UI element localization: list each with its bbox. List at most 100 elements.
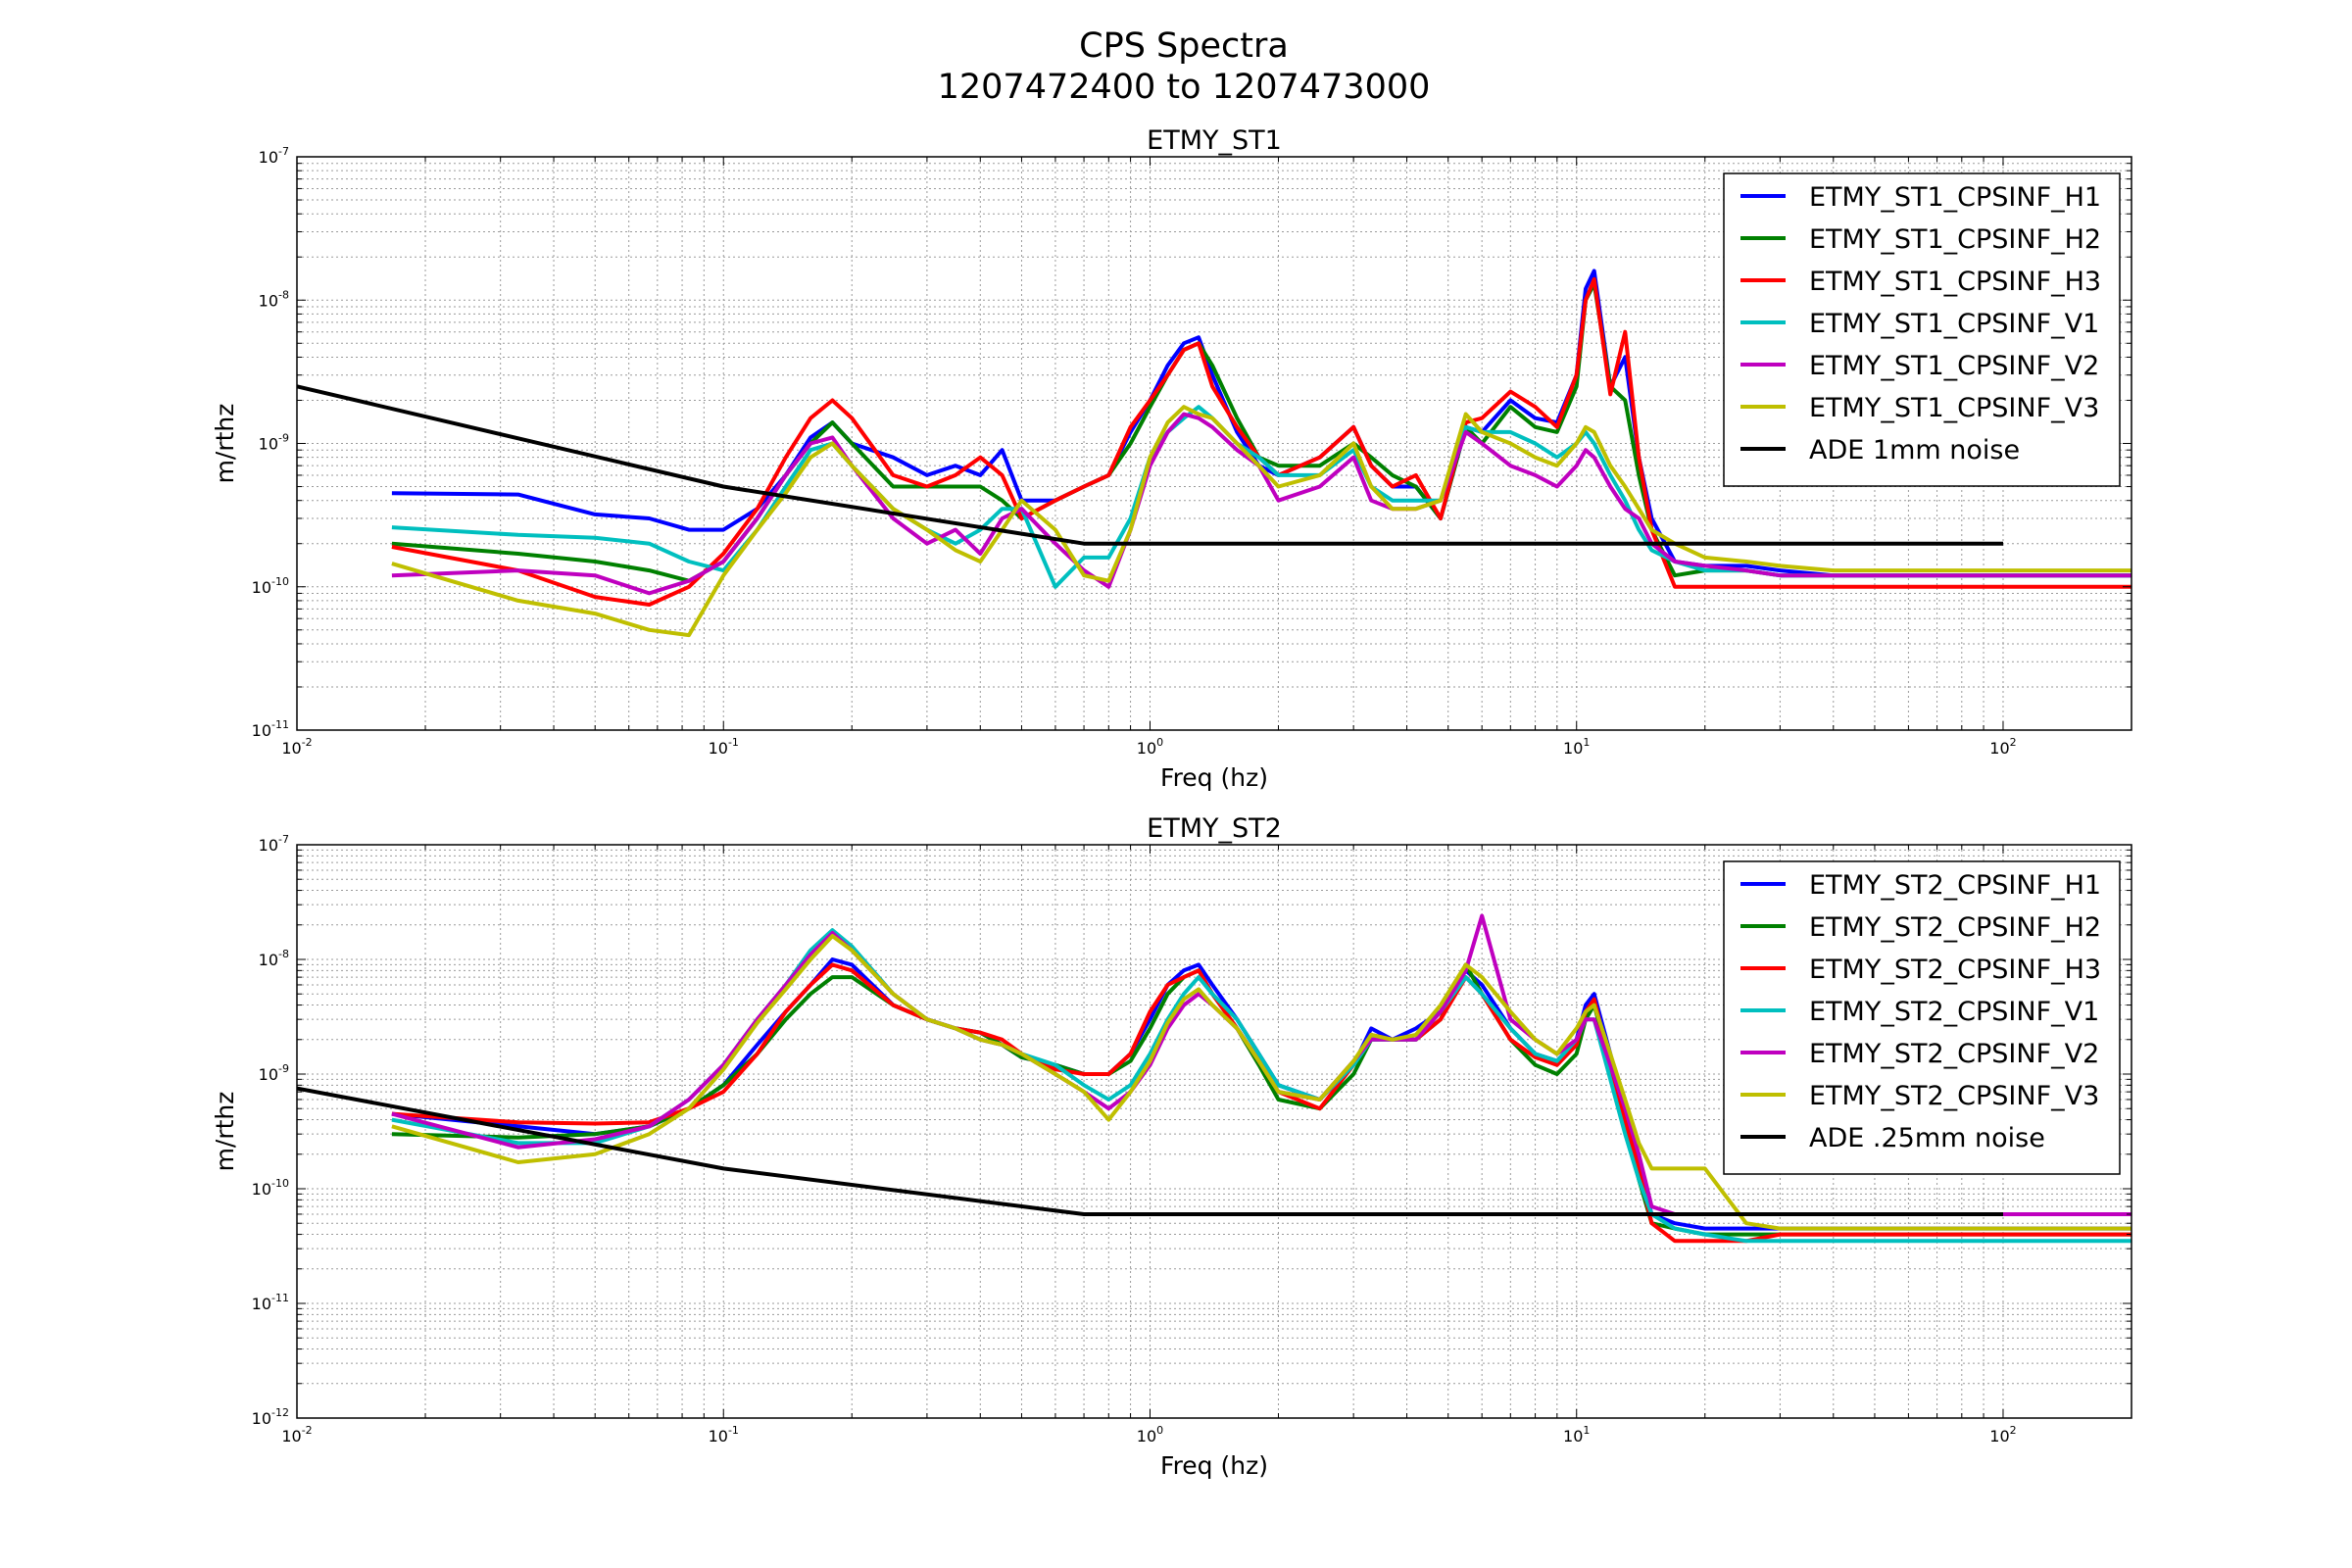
y-tick-label: 10-12	[252, 1406, 289, 1428]
legend-frame	[1723, 860, 2121, 1175]
legend-entry: ETMY_ST1_CPSINF_H2	[1809, 224, 2101, 255]
y-tick-exponent: -7	[278, 833, 289, 846]
x-tick-base: 10	[1563, 739, 1583, 758]
y-tick-label: 10-9	[259, 1062, 289, 1084]
y-tick-exponent: -11	[271, 1292, 289, 1304]
legend-entry: ETMY_ST2_CPSINF_V1	[1809, 997, 2099, 1027]
y-tick-base: 10	[252, 721, 271, 740]
y-tick-exponent: -12	[271, 1406, 289, 1419]
legend-entry: ETMY_ST2_CPSINF_V2	[1809, 1039, 2099, 1069]
legend-entry: ETMY_ST1_CPSINF_H3	[1809, 267, 2101, 297]
x-tick-label: 10-2	[281, 736, 312, 758]
y-tick-base: 10	[259, 435, 278, 454]
x-tick-exponent: -2	[302, 1424, 313, 1437]
x-tick-label: 10-1	[709, 1424, 739, 1446]
y-tick-label: 10-10	[252, 1177, 289, 1199]
x-tick-label: 101	[1563, 736, 1590, 758]
x-tick-base: 10	[281, 1427, 301, 1446]
y-tick-exponent: -11	[271, 718, 289, 731]
x-tick-label: 101	[1563, 1424, 1590, 1446]
x-tick-label: 10-1	[709, 736, 739, 758]
series-line-etmy-st2-cpsinf-h2	[391, 962, 2132, 1237]
x-tick-base: 10	[1563, 1427, 1583, 1446]
x-tick-label: 102	[1989, 1424, 2016, 1446]
x-tick-exponent: -1	[728, 736, 739, 749]
y-tick-base: 10	[259, 951, 278, 969]
y-tick-base: 10	[252, 1295, 271, 1313]
x-tick-exponent: 0	[1156, 736, 1163, 749]
x-tick-label: 100	[1137, 1424, 1163, 1446]
x-tick-exponent: -1	[728, 1424, 739, 1437]
x-tick-base: 10	[281, 739, 301, 758]
legend: ETMY_ST1_CPSINF_H1 ETMY_ST1_CPSINF_H2 ETMY…	[1723, 172, 2121, 487]
legend-entry: ADE .25mm noise	[1809, 1123, 2045, 1153]
x-tick-base: 10	[709, 739, 728, 758]
legend-entry: ETMY_ST1_CPSINF_H1	[1809, 182, 2101, 213]
series-line-etmy-st2-cpsinf-v1	[391, 928, 2132, 1244]
x-tick-label: 100	[1137, 736, 1163, 758]
y-tick-label: 10-8	[259, 948, 289, 969]
y-tick-label: 10-7	[259, 833, 289, 855]
y-tick-exponent: -9	[278, 1062, 289, 1075]
x-axis-label: Freq (hz)	[1160, 1451, 1268, 1480]
y-tick-base: 10	[259, 148, 278, 167]
x-tick-exponent: 2	[2010, 736, 2017, 749]
x-tick-exponent: 1	[1583, 736, 1590, 749]
y-tick-base: 10	[252, 1180, 271, 1199]
y-tick-exponent: -10	[271, 575, 289, 588]
x-tick-base: 10	[709, 1427, 728, 1446]
y-tick-exponent: -9	[278, 432, 289, 445]
y-tick-base: 10	[259, 291, 278, 310]
x-axis-label: Freq (hz)	[1160, 763, 1268, 792]
y-tick-label: 10-8	[259, 288, 289, 310]
legend-entry: ETMY_ST1_CPSINF_V3	[1809, 393, 2099, 423]
x-tick-exponent: 1	[1583, 1424, 1590, 1437]
x-tick-base: 10	[1137, 739, 1156, 758]
series-line-etmy-st1-cpsinf-v3	[391, 405, 2132, 638]
x-tick-base: 10	[1989, 1427, 2009, 1446]
figure-title-line1: CPS Spectra	[1079, 26, 1289, 66]
series-line-etmy-st2-cpsinf-v3	[391, 934, 2132, 1231]
axes-title: ETMY_ST2	[1147, 813, 1282, 844]
y-tick-exponent: -7	[278, 145, 289, 158]
legend-entry: ETMY_ST2_CPSINF_H2	[1809, 912, 2101, 943]
legend: ETMY_ST2_CPSINF_H1 ETMY_ST2_CPSINF_H2 ETMY…	[1723, 860, 2121, 1175]
y-tick-label: 10-11	[252, 1292, 289, 1313]
y-tick-exponent: -8	[278, 948, 289, 960]
x-tick-base: 10	[1989, 739, 2009, 758]
y-axis-label: m/rthz	[211, 404, 239, 484]
y-tick-label: 10-10	[252, 575, 289, 597]
y-axis-label: m/rthz	[211, 1092, 239, 1172]
y-tick-exponent: -10	[271, 1177, 289, 1190]
legend-entry: ETMY_ST2_CPSINF_H3	[1809, 955, 2101, 985]
legend-entry: ETMY_ST1_CPSINF_V2	[1809, 351, 2099, 381]
x-tick-exponent: -2	[302, 736, 313, 749]
x-tick-exponent: 2	[2010, 1424, 2017, 1437]
series-group	[297, 269, 2132, 638]
axes-frame	[296, 844, 2132, 1419]
panel-etmy-st2: 10-2 10-1 100 101 10210-1210-1110-1010-910-8…	[211, 813, 2132, 1480]
series-group	[297, 913, 2132, 1244]
x-tick-label: 10-2	[281, 1424, 312, 1446]
ticks	[296, 156, 2132, 731]
x-tick-base: 10	[1137, 1427, 1156, 1446]
series-line-ade-1mm-noise	[297, 384, 2003, 546]
axes-title: ETMY_ST1	[1147, 125, 1282, 156]
figure-title-line2: 1207472400 to 1207473000	[938, 68, 1431, 107]
legend-entry: ETMY_ST2_CPSINF_V3	[1809, 1081, 2099, 1111]
series-line-etmy-st1-cpsinf-h2	[391, 281, 2132, 583]
y-tick-label: 10-7	[259, 145, 289, 167]
y-tick-base: 10	[252, 578, 271, 597]
y-tick-base: 10	[259, 1065, 278, 1084]
legend-entry: ETMY_ST2_CPSINF_H1	[1809, 870, 2101, 901]
y-tick-exponent: -8	[278, 288, 289, 301]
series-line-ade-25mm-noise	[297, 1086, 2003, 1216]
legend-entry: ADE 1mm noise	[1809, 435, 2020, 466]
y-tick-base: 10	[252, 1409, 271, 1428]
legend-entry: ETMY_ST1_CPSINF_V1	[1809, 309, 2099, 339]
legend-frame	[1723, 172, 2121, 487]
y-tick-label: 10-11	[252, 718, 289, 740]
y-tick-label: 10-9	[259, 432, 289, 454]
